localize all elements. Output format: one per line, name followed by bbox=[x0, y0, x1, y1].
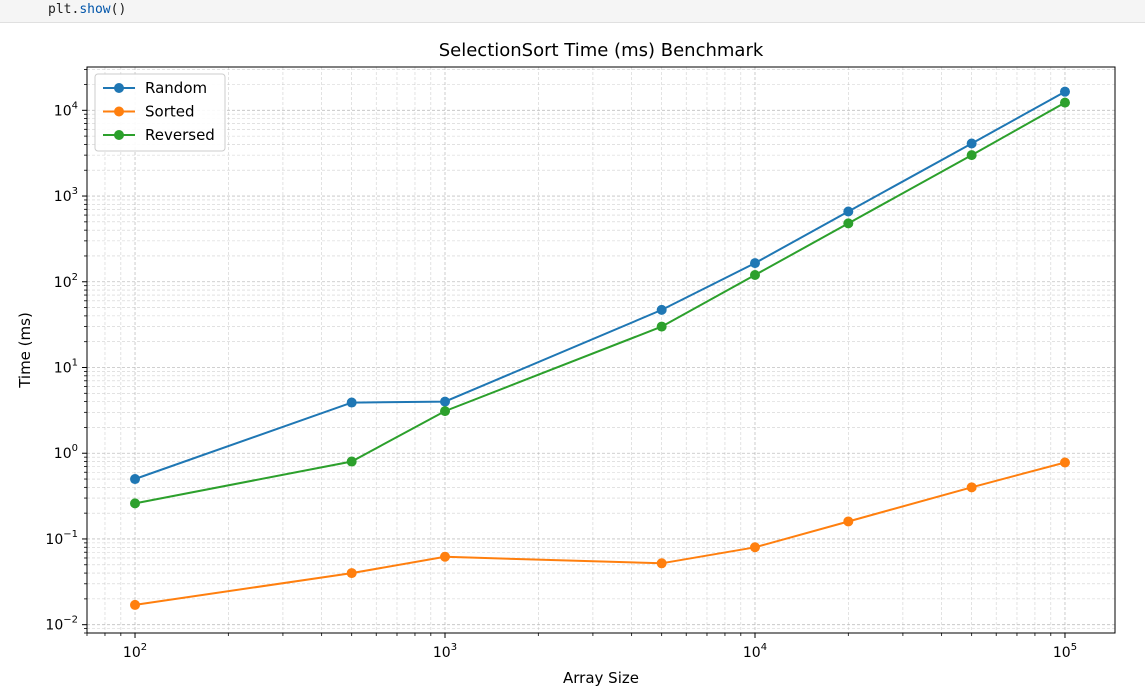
grid bbox=[86, 67, 1115, 634]
x-tick-label: 105 bbox=[1053, 642, 1077, 661]
data-point-random bbox=[1059, 86, 1070, 97]
data-point-sorted bbox=[966, 482, 977, 493]
data-point-sorted bbox=[656, 558, 667, 569]
code-line: plt.show() bbox=[48, 2, 126, 17]
x-tick-label: 103 bbox=[433, 642, 457, 661]
data-point-random bbox=[749, 258, 760, 269]
data-point-reversed bbox=[440, 406, 451, 417]
data-point-reversed bbox=[346, 456, 357, 467]
data-point-random bbox=[440, 396, 451, 407]
y-tick-label: 102 bbox=[54, 272, 78, 291]
data-point-sorted bbox=[130, 599, 141, 610]
data-point-sorted bbox=[749, 542, 760, 553]
legend-label-sorted: Sorted bbox=[145, 103, 195, 121]
legend-marker-random bbox=[114, 83, 124, 93]
legend-label-random: Random bbox=[145, 79, 207, 97]
series-layer bbox=[130, 86, 1070, 610]
y-tick-label: 103 bbox=[54, 186, 78, 205]
data-point-random bbox=[130, 474, 141, 485]
code-method: show bbox=[79, 2, 111, 17]
code-dot: . bbox=[71, 2, 80, 17]
legend: Random Sorted Reversed bbox=[94, 73, 226, 152]
data-point-random bbox=[656, 304, 667, 315]
data-point-random bbox=[346, 397, 357, 408]
plot-frame bbox=[86, 66, 1116, 634]
x-axis-label: Array Size bbox=[563, 669, 639, 687]
data-point-reversed bbox=[749, 269, 760, 280]
data-point-sorted bbox=[346, 568, 357, 579]
data-point-reversed bbox=[1059, 97, 1070, 108]
legend-box bbox=[94, 73, 226, 152]
data-point-reversed bbox=[843, 218, 854, 229]
series-line-sorted bbox=[134, 461, 1066, 606]
code-call: () bbox=[110, 2, 127, 17]
chart-title: SelectionSort Time (ms) Benchmark bbox=[439, 40, 764, 61]
legend-marker-reversed bbox=[114, 130, 124, 140]
legend-marker-sorted bbox=[114, 106, 124, 117]
code-object: plt bbox=[48, 2, 72, 17]
y-axis-label: Time (ms) bbox=[16, 312, 34, 389]
x-tick-label: 104 bbox=[743, 642, 767, 661]
code-cell[interactable]: plt.show() bbox=[0, 0, 1145, 23]
data-point-random bbox=[966, 138, 977, 149]
data-point-random bbox=[843, 206, 854, 217]
y-tick-label: 101 bbox=[54, 357, 78, 376]
series-line-reversed bbox=[134, 101, 1066, 505]
ticks: 102 103 104 105 10−2 10−1 100 101 102 103 104 bbox=[45, 69, 1077, 661]
data-point-reversed bbox=[656, 321, 667, 332]
y-tick-label: 100 bbox=[54, 443, 78, 462]
legend-label-reversed: Reversed bbox=[145, 126, 215, 144]
data-point-sorted bbox=[440, 551, 451, 562]
data-point-sorted bbox=[1059, 457, 1070, 468]
y-tick-label: 10−2 bbox=[45, 615, 78, 634]
y-tick-label: 10−1 bbox=[45, 529, 78, 548]
data-point-reversed bbox=[130, 498, 141, 509]
series-line-random bbox=[134, 90, 1066, 480]
y-tick-label: 104 bbox=[54, 100, 78, 119]
data-point-sorted bbox=[843, 516, 854, 527]
data-point-reversed bbox=[966, 150, 977, 161]
x-tick-label: 102 bbox=[123, 642, 147, 661]
